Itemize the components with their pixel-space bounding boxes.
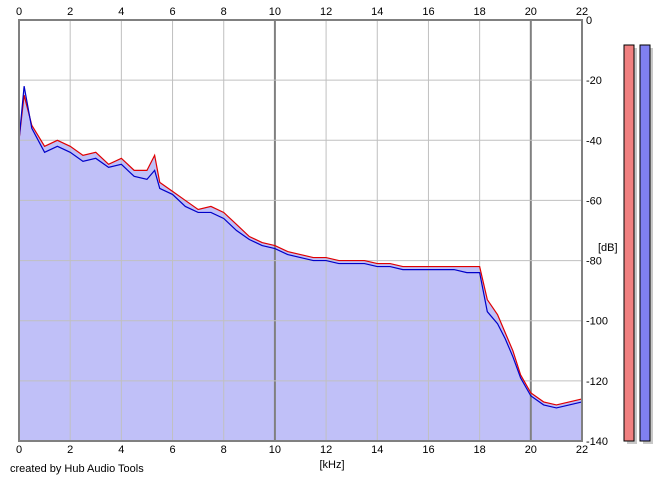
y-axis-label: [dB] [598,242,618,254]
x-tick-top-3: 6 [169,6,175,18]
series-layer [18,86,583,409]
x-tick-bottom-1: 2 [67,444,73,456]
x-tick-bottom-9: 18 [474,444,486,456]
credit-text: created by Hub Audio Tools [10,463,144,475]
meter-bar-1 [639,44,651,442]
x-tick-bottom-4: 8 [221,444,227,456]
x-tick-top-5: 10 [269,6,281,18]
x-tick-top-2: 4 [118,6,124,18]
y-tick-1: -20 [586,75,602,87]
x-tick-top-7: 14 [371,6,383,18]
x-tick-bottom-8: 16 [422,444,434,456]
x-tick-bottom-3: 6 [169,444,175,456]
tick-labels: 002244668810101212141416161818202022220-… [16,6,608,456]
x-tick-top-9: 18 [474,6,486,18]
x-tick-top-1: 2 [67,6,73,18]
x-tick-bottom-7: 14 [371,444,383,456]
spectrum-fill-layer [19,86,582,442]
x-tick-bottom-5: 10 [269,444,281,456]
x-tick-top-10: 20 [525,6,537,18]
x-tick-top-4: 8 [221,6,227,18]
y-tick-2: -40 [586,135,602,147]
x-tick-top-6: 12 [320,6,332,18]
x-tick-top-0: 0 [16,6,22,18]
x-tick-top-8: 16 [422,6,434,18]
series-line-1 [18,86,583,409]
y-tick-4: -80 [586,256,602,268]
y-tick-6: -120 [586,376,608,388]
plot-frame [18,19,583,442]
y-tick-3: -60 [586,195,602,207]
x-axis-label: [kHz] [319,459,344,471]
grid-layer [18,19,583,442]
x-tick-bottom-11: 22 [576,444,588,456]
y-tick-5: -100 [586,316,608,328]
meter-bar-0 [623,44,635,442]
x-tick-bottom-2: 4 [118,444,124,456]
y-tick-0: 0 [586,15,592,27]
x-tick-bottom-10: 20 [525,444,537,456]
x-tick-bottom-6: 12 [320,444,332,456]
y-tick-7: -140 [586,436,608,448]
x-tick-top-11: 22 [576,6,588,18]
x-tick-bottom-0: 0 [16,444,22,456]
spectrum-area [19,86,582,442]
level-meters [623,44,653,444]
series-line-0 [18,95,583,406]
